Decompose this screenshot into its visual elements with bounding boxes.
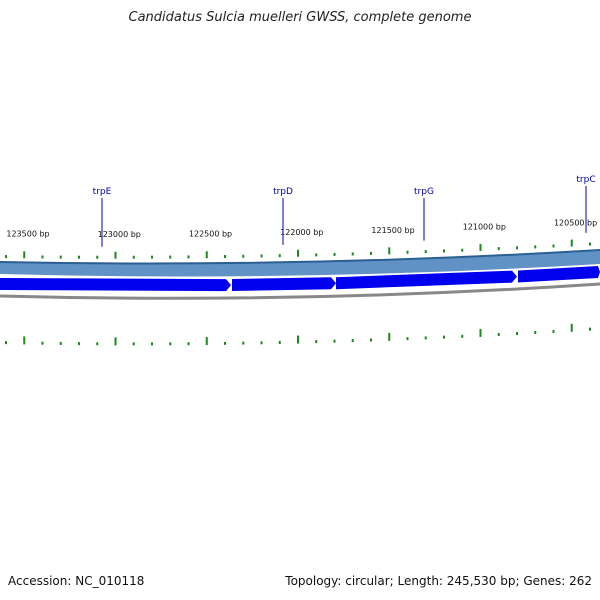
gene-arrow	[0, 278, 231, 292]
scale-label: 121000 bp	[463, 223, 506, 232]
scale-label: 122000 bp	[280, 228, 323, 237]
scale-label: 123500 bp	[6, 229, 49, 238]
genome-summary-text: Topology: circular; Length: 245,530 bp; …	[285, 574, 592, 588]
map-title: Candidatus Sulcia muelleri GWSS, complet…	[128, 10, 472, 25]
forward-strand-track	[0, 250, 600, 277]
gene-arrow	[518, 266, 600, 283]
scale-ticks-bottom	[5, 323, 591, 346]
scale-label: 122500 bp	[189, 229, 232, 238]
gene-arrows	[0, 266, 600, 292]
forward-strand-track-edge	[0, 249, 600, 265]
scale-labels: 123500 bp 123000 bp 122500 bp 122000 bp 1215…	[6, 218, 597, 238]
accession-text: Accession: NC_010118	[8, 574, 145, 588]
gene-labels: trpE trpD trpG trpC	[93, 175, 596, 247]
scale-ticks-top	[5, 239, 591, 259]
gene-label: trpE	[93, 187, 112, 197]
scale-label: 123000 bp	[98, 230, 141, 239]
genome-backbone	[0, 282, 600, 300]
gene-arrow	[232, 277, 336, 292]
gene-label: trpG	[414, 187, 434, 197]
gene-label: trpC	[576, 175, 595, 185]
scale-label: 121500 bp	[371, 226, 414, 235]
gene-label: trpD	[273, 187, 293, 197]
gene-arrow	[336, 270, 517, 290]
scale-label: 120500 bp	[554, 218, 597, 227]
